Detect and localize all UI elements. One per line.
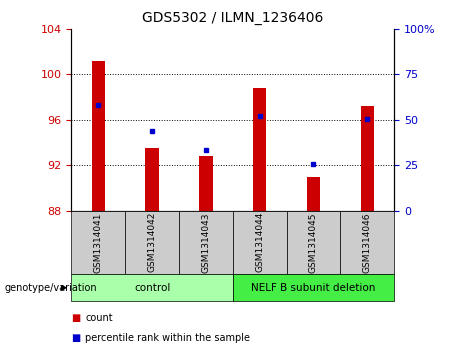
Bar	[361, 106, 374, 211]
Text: count: count	[85, 313, 113, 323]
Bar	[71, 211, 125, 274]
Bar	[179, 211, 233, 274]
Text: percentile rank within the sample: percentile rank within the sample	[85, 333, 250, 343]
Bar	[253, 88, 266, 211]
Text: control: control	[134, 283, 170, 293]
Bar	[71, 274, 233, 301]
Bar	[92, 61, 105, 211]
Text: GSM1314041: GSM1314041	[94, 212, 103, 273]
Bar	[307, 176, 320, 211]
Text: GSM1314045: GSM1314045	[309, 212, 318, 273]
Bar	[340, 211, 394, 274]
Text: ■: ■	[71, 333, 81, 343]
Text: GSM1314046: GSM1314046	[363, 212, 372, 273]
Bar	[233, 211, 287, 274]
Text: ■: ■	[71, 313, 81, 323]
Bar	[287, 211, 340, 274]
Text: NELF B subunit deletion: NELF B subunit deletion	[251, 283, 376, 293]
Bar	[145, 148, 159, 211]
Text: GSM1314044: GSM1314044	[255, 212, 264, 273]
Title: GDS5302 / ILMN_1236406: GDS5302 / ILMN_1236406	[142, 11, 324, 25]
Bar	[233, 274, 394, 301]
Text: genotype/variation: genotype/variation	[5, 283, 97, 293]
Text: GSM1314042: GSM1314042	[148, 212, 157, 273]
Bar	[199, 156, 213, 211]
Bar	[125, 211, 179, 274]
Text: GSM1314043: GSM1314043	[201, 212, 210, 273]
